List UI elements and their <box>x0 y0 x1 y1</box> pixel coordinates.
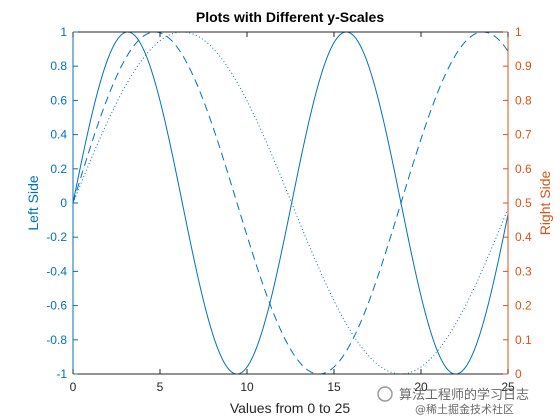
left-y-tick-label: -0.2 <box>46 230 67 244</box>
left-y-tick-label: 0 <box>60 196 67 210</box>
series-line-dashed <box>72 31 509 375</box>
series-layer <box>72 31 509 375</box>
x-tick-label: 5 <box>157 380 164 394</box>
x-tick-label: 10 <box>240 380 254 394</box>
left-y-tick-label: -0.8 <box>46 333 67 347</box>
right-y-tick-label: 1 <box>515 25 522 39</box>
right-y-tick-label: 0.2 <box>515 299 532 313</box>
left-y-tick-label: -0.4 <box>46 264 67 278</box>
right-y-tick-label: 0.5 <box>515 196 532 210</box>
right-y-tick-label: 0.4 <box>515 230 532 244</box>
watermark-logo-icon <box>377 386 393 402</box>
x-axis-label: Values from 0 to 25 <box>230 400 351 416</box>
right-y-tick-label: 0.3 <box>515 264 532 278</box>
series-line-solid <box>72 31 509 375</box>
left-y-tick-label: 0.4 <box>50 128 67 142</box>
axes-layer: 0 5 10 15 20 25-1-0.8-0.6-0.4-0.200.20.40.60.… <box>46 25 532 394</box>
right-y-axis-label: Right Side <box>537 170 553 235</box>
series-line-dotted <box>72 31 509 375</box>
x-tick-label: 20 <box>414 380 428 394</box>
right-y-tick-label: 0.6 <box>515 162 532 176</box>
watermark-subtext: @稀土掘金技术社区 <box>415 402 514 416</box>
x-tick-label: 25 <box>501 380 515 394</box>
left-y-axis-label: Left Side <box>25 175 41 230</box>
chart-title: Plots with Different y-Scales <box>196 9 384 25</box>
right-y-tick-label: 0.9 <box>515 59 532 73</box>
left-y-tick-label: 0.8 <box>50 59 67 73</box>
x-tick-label: 15 <box>327 380 341 394</box>
left-y-tick-label: 1 <box>60 25 67 39</box>
right-y-tick-label: 0.1 <box>515 333 532 347</box>
watermark-text: 算法工程师的学习日志 <box>399 387 529 403</box>
right-y-tick-label: 0 <box>515 367 522 381</box>
watermark: 算法工程师的学习日志 @稀土掘金技术社区 <box>377 386 529 416</box>
left-y-tick-label: -0.6 <box>46 299 67 313</box>
left-y-tick-label: -1 <box>56 367 67 381</box>
x-tick-label: 0 <box>70 380 77 394</box>
right-y-tick-label: 0.8 <box>515 93 532 107</box>
left-y-tick-label: 0.2 <box>50 162 67 176</box>
left-y-tick-label: 0.6 <box>50 93 67 107</box>
right-y-tick-label: 0.7 <box>515 128 532 142</box>
